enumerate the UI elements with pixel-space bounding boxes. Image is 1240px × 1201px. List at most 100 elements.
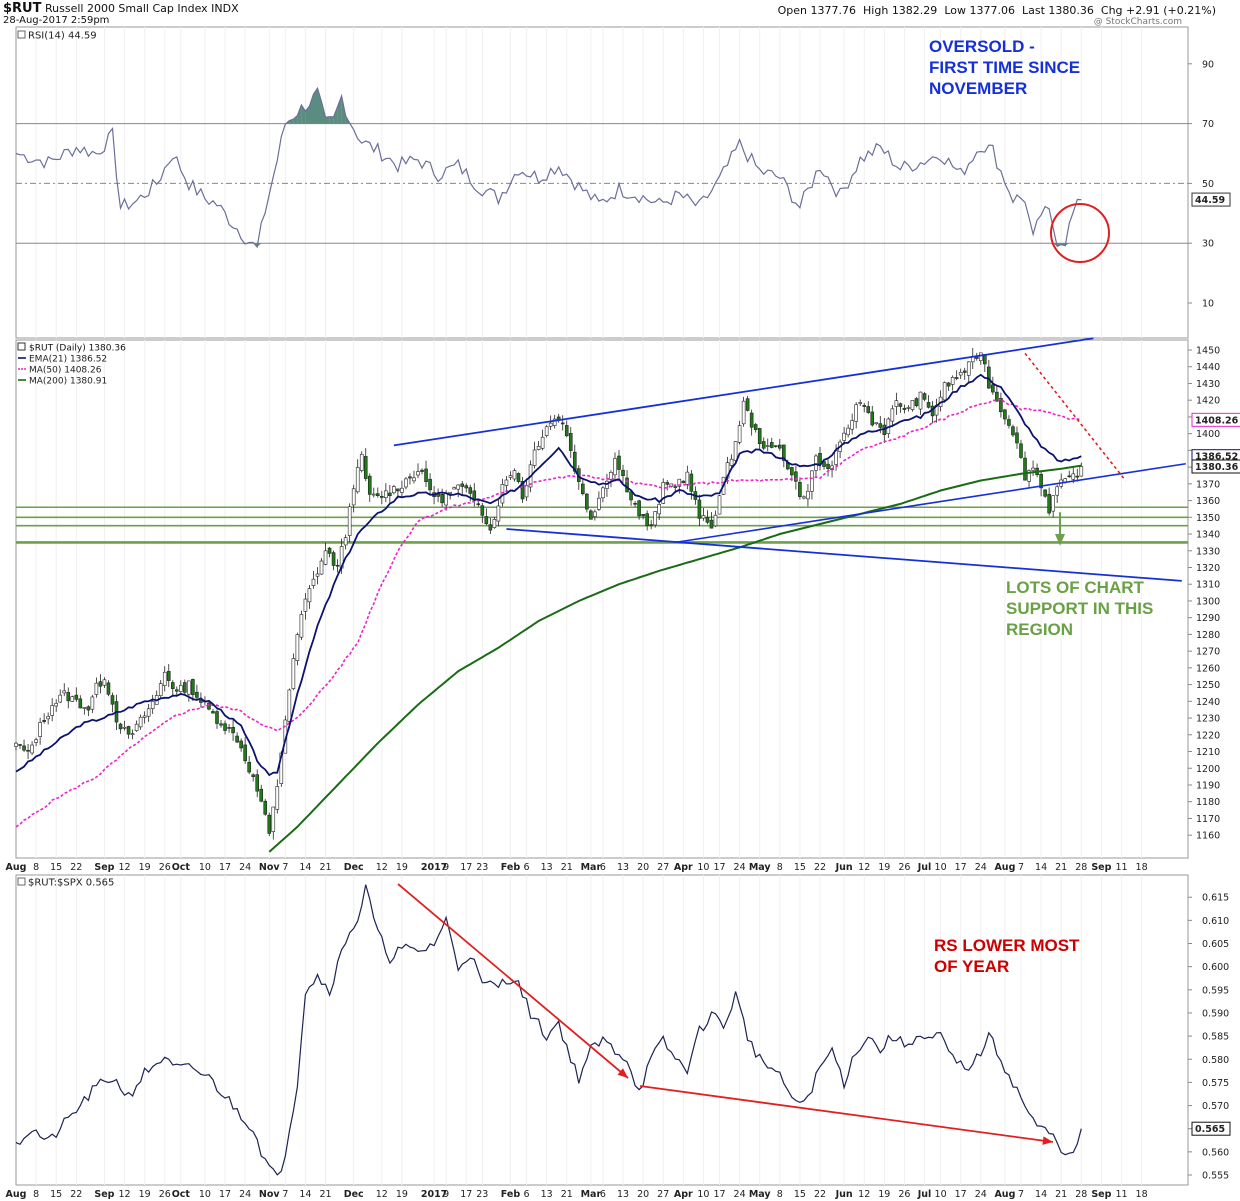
candle-body — [1075, 475, 1080, 478]
candle-body — [874, 422, 879, 424]
rs-axis-tick-label: 0.575 — [1202, 1078, 1229, 1089]
price-date-axis-label: Oct — [172, 862, 191, 873]
candle-body — [532, 449, 537, 466]
candle-body — [323, 550, 328, 565]
candle-body — [862, 405, 867, 407]
candle-body — [1055, 486, 1059, 496]
candle-body — [195, 691, 199, 698]
candle-body — [444, 492, 448, 506]
candle-body — [733, 441, 738, 461]
candle-body — [661, 482, 666, 504]
price-date-axis-label: 22 — [70, 862, 82, 873]
rs-date-axis-label: 17 — [955, 1189, 967, 1200]
candle-body — [552, 418, 557, 426]
price-legend-marker — [17, 342, 26, 351]
rsi-extreme-fill — [313, 88, 318, 124]
rsi-frame — [15, 26, 1189, 339]
candle-body — [219, 723, 223, 726]
ma50-last-value: 1408.26 — [1195, 415, 1239, 426]
rs-date-axis-label: 19 — [396, 1189, 408, 1200]
candle-body — [826, 463, 830, 469]
candle-body — [1011, 426, 1015, 436]
rs-date-axis-label: 13 — [541, 1189, 553, 1200]
open-value: 1377.76 — [810, 4, 857, 17]
rsi-extreme-fill — [309, 94, 314, 124]
candle-body — [319, 560, 324, 575]
candle-body — [331, 552, 336, 566]
rs-last-value-box — [1191, 1121, 1231, 1136]
candle-body — [954, 377, 959, 379]
rs-date-axis-label: 15 — [50, 1189, 62, 1200]
candle-body — [162, 671, 167, 686]
rs-date-axis-label: 8 — [33, 1189, 39, 1200]
candle-body — [42, 720, 46, 722]
rs-date-axis-label: 12 — [118, 1189, 130, 1200]
price-date-axis-label: 15 — [794, 862, 806, 873]
candle-body — [560, 422, 565, 425]
rs-lower-arrow-head — [1042, 1136, 1053, 1145]
rsi-extreme-fill — [297, 105, 302, 124]
rs-axis-tick-label: 0.555 — [1202, 1171, 1229, 1182]
candle-body — [625, 477, 629, 493]
candle-body — [802, 496, 806, 499]
candle-body — [315, 573, 320, 577]
rs-downtrend-arrow-head — [617, 1068, 628, 1078]
price-axis-tick-label: 1290 — [1196, 613, 1220, 624]
candle-body — [396, 488, 400, 492]
rsi-extreme-fill — [325, 116, 330, 124]
candle-body — [737, 425, 742, 443]
rs-date-axis-label: 21 — [319, 1189, 331, 1200]
candle-body — [311, 578, 316, 586]
candle-body — [504, 479, 509, 486]
price-date-axis-label: 17 — [219, 862, 231, 873]
price-axis-tick-label: 1220 — [1196, 730, 1220, 741]
candle-body — [593, 511, 597, 517]
support-arrow-head — [1055, 534, 1065, 546]
rsi-last-value-box — [1191, 192, 1231, 207]
rs-date-axis-label: 21 — [1055, 1189, 1067, 1200]
rs-panel: 0.555 0.560 0.565 0.570 0.575 0.580 0.585 0.590… — [15, 874, 1231, 1186]
price-date-axis-label: 24 — [975, 862, 987, 873]
price-date-axis-label: 20 — [637, 862, 649, 873]
candle-body — [492, 519, 497, 528]
candle-body — [355, 467, 360, 493]
candle-body — [26, 749, 30, 752]
candle-body — [424, 468, 428, 482]
rsi-legend-marker — [17, 30, 26, 39]
candle-body — [66, 692, 71, 702]
candle-body — [564, 425, 569, 437]
rs-title: $RUT:$SPX 0.565 — [28, 878, 114, 889]
candle-body — [138, 716, 143, 728]
price-axis-tick-label: 1260 — [1196, 663, 1220, 674]
candle-body — [544, 426, 549, 436]
price-date-axis-label: 13 — [617, 862, 629, 873]
rs-date-axis-label: 24 — [239, 1189, 251, 1200]
candle-body — [581, 483, 585, 495]
last-value: 1380.36 — [1048, 4, 1094, 17]
rs-line — [15, 884, 1082, 1176]
candle-body — [70, 696, 75, 702]
candle-body — [1051, 495, 1055, 512]
candle-body — [271, 806, 276, 832]
rs-axis-tick-label: 0.600 — [1202, 962, 1229, 973]
rsi-title: RSI(14) 44.59 — [28, 31, 97, 42]
price-date-axis-label: Aug — [994, 862, 1015, 873]
candle-body — [1063, 478, 1068, 483]
candle-body — [150, 701, 155, 709]
rs-date-axis-label: 2017 — [421, 1189, 447, 1200]
rsi-line — [15, 86, 1082, 249]
candle-body — [263, 800, 268, 815]
candle-body — [1079, 466, 1084, 477]
candle-body — [995, 391, 999, 402]
rs-last-value: 0.565 — [1195, 1124, 1225, 1135]
rs-frame — [15, 874, 1189, 1186]
rs-axis-tick-label: 0.595 — [1202, 985, 1229, 996]
candle-body — [54, 703, 59, 707]
price-date-axis-label: 11 — [1115, 862, 1127, 873]
price-axis-tick-label: 1350 — [1196, 513, 1220, 524]
rs-date-axis-label: 22 — [70, 1189, 82, 1200]
candle-body — [347, 506, 352, 536]
candle-body — [191, 679, 195, 696]
rsi-axis-tick-label: 50 — [1202, 179, 1214, 190]
candle-body — [367, 475, 372, 495]
